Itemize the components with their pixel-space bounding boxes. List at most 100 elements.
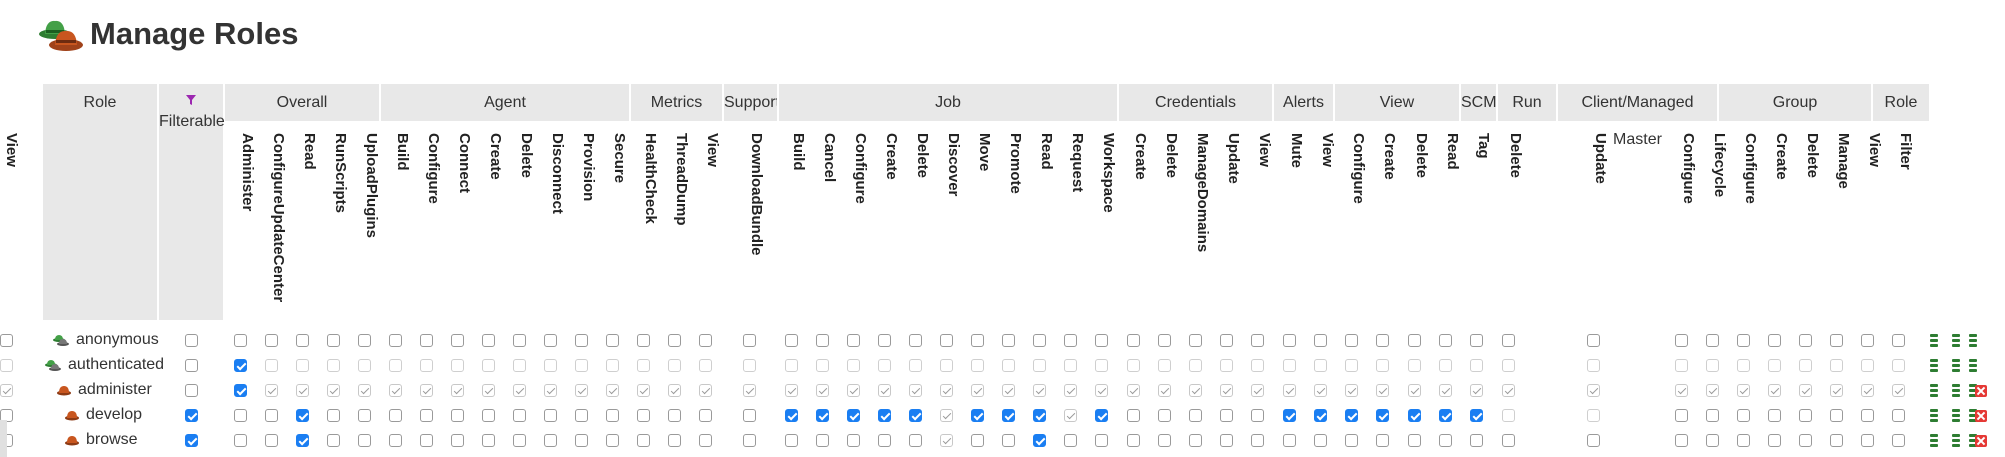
permission-checkbox[interactable]: [847, 434, 860, 447]
permission-checkbox[interactable]: [1675, 359, 1688, 372]
permission-checkbox[interactable]: [668, 409, 681, 422]
permission-checkbox[interactable]: [575, 384, 588, 397]
permission-checkbox[interactable]: [265, 334, 278, 347]
permission-checkbox[interactable]: [513, 434, 526, 447]
permission-checkbox[interactable]: [1502, 334, 1515, 347]
permission-checkbox[interactable]: [1345, 359, 1358, 372]
permission-checkbox[interactable]: [389, 359, 402, 372]
permission-checkbox[interactable]: [1189, 384, 1202, 397]
permission-checkbox[interactable]: [1095, 384, 1108, 397]
permission-checkbox[interactable]: [1587, 434, 1600, 447]
delete-role-icon[interactable]: [1975, 410, 1987, 422]
permission-checkbox[interactable]: [1675, 434, 1688, 447]
permission-checkbox[interactable]: [1892, 434, 1905, 447]
permission-checkbox[interactable]: [575, 409, 588, 422]
permission-checkbox[interactable]: [1314, 409, 1327, 422]
permission-checkbox[interactable]: [1220, 384, 1233, 397]
permission-checkbox[interactable]: [816, 359, 829, 372]
permission-checkbox[interactable]: [940, 334, 953, 347]
permission-checkbox[interactable]: [847, 334, 860, 347]
permission-checkbox[interactable]: [1251, 334, 1264, 347]
permission-checkbox[interactable]: [637, 384, 650, 397]
permission-checkbox[interactable]: [1002, 409, 1015, 422]
permission-checkbox[interactable]: [909, 359, 922, 372]
permission-checkbox[interactable]: [1861, 334, 1874, 347]
permission-checkbox[interactable]: [743, 334, 756, 347]
permission-checkbox[interactable]: [544, 409, 557, 422]
permission-checkbox[interactable]: [940, 359, 953, 372]
permission-checkbox[interactable]: [1408, 359, 1421, 372]
permission-checkbox[interactable]: [358, 334, 371, 347]
permission-checkbox[interactable]: [1408, 409, 1421, 422]
permission-checkbox[interactable]: [1470, 359, 1483, 372]
permission-checkbox[interactable]: [1892, 384, 1905, 397]
permission-checkbox[interactable]: [1033, 384, 1046, 397]
permission-checkbox[interactable]: [1158, 359, 1171, 372]
permission-checkbox[interactable]: [1768, 434, 1781, 447]
filterable-checkbox-develop[interactable]: [185, 409, 198, 422]
permission-checkbox[interactable]: [544, 359, 557, 372]
filterable-checkbox-anonymous[interactable]: [185, 334, 198, 347]
permission-checkbox[interactable]: [1095, 359, 1108, 372]
permission-checkbox[interactable]: [296, 409, 309, 422]
permission-checkbox[interactable]: [451, 334, 464, 347]
permission-checkbox[interactable]: [1470, 409, 1483, 422]
permission-checkbox[interactable]: [606, 409, 619, 422]
permission-checkbox[interactable]: [1158, 384, 1171, 397]
permission-checkbox[interactable]: [1768, 384, 1781, 397]
permission-checkbox[interactable]: [1768, 409, 1781, 422]
permission-checkbox[interactable]: [1314, 359, 1327, 372]
permission-checkbox[interactable]: [451, 384, 464, 397]
permission-checkbox[interactable]: [1737, 359, 1750, 372]
permission-checkbox[interactable]: [785, 409, 798, 422]
permission-checkbox[interactable]: [1002, 359, 1015, 372]
permission-checkbox[interactable]: [234, 359, 247, 372]
permission-checkbox[interactable]: [451, 409, 464, 422]
select-implied-icon[interactable]: [1969, 434, 1977, 447]
permission-checkbox[interactable]: [1706, 409, 1719, 422]
permission-checkbox[interactable]: [296, 384, 309, 397]
permission-checkbox[interactable]: [1158, 334, 1171, 347]
permission-checkbox[interactable]: [1127, 434, 1140, 447]
permission-checkbox[interactable]: [1706, 434, 1719, 447]
permission-checkbox[interactable]: [482, 384, 495, 397]
permission-checkbox[interactable]: [1033, 409, 1046, 422]
permission-checkbox[interactable]: [1220, 434, 1233, 447]
permission-checkbox[interactable]: [847, 359, 860, 372]
permission-checkbox[interactable]: [699, 409, 712, 422]
permission-checkbox[interactable]: [606, 384, 619, 397]
permission-checkbox[interactable]: [389, 334, 402, 347]
permission-checkbox[interactable]: [265, 384, 278, 397]
permission-checkbox[interactable]: [327, 409, 340, 422]
permission-checkbox[interactable]: [1189, 409, 1202, 422]
permission-checkbox[interactable]: [1064, 434, 1077, 447]
permission-checkbox[interactable]: [909, 434, 922, 447]
permission-checkbox[interactable]: [1127, 334, 1140, 347]
permission-checkbox[interactable]: [575, 359, 588, 372]
permission-checkbox[interactable]: [1502, 359, 1515, 372]
permission-checkbox[interactable]: [389, 384, 402, 397]
permission-checkbox[interactable]: [544, 384, 557, 397]
permission-checkbox[interactable]: [668, 334, 681, 347]
permission-checkbox[interactable]: [743, 359, 756, 372]
permission-checkbox[interactable]: [1220, 409, 1233, 422]
permission-checkbox[interactable]: [878, 434, 891, 447]
permission-checkbox[interactable]: [1861, 359, 1874, 372]
select-all-icon[interactable]: [1930, 384, 1938, 397]
permission-checkbox[interactable]: [1314, 384, 1327, 397]
select-implied-icon[interactable]: [1969, 409, 1977, 422]
permission-checkbox[interactable]: [1502, 409, 1515, 422]
permission-checkbox[interactable]: [513, 334, 526, 347]
permission-checkbox[interactable]: [1095, 434, 1108, 447]
permission-checkbox[interactable]: [1408, 334, 1421, 347]
permission-checkbox[interactable]: [699, 384, 712, 397]
permission-checkbox[interactable]: [327, 384, 340, 397]
permission-checkbox[interactable]: [971, 434, 984, 447]
permission-checkbox[interactable]: [1376, 334, 1389, 347]
filterable-checkbox-authenticated[interactable]: [185, 359, 198, 372]
permission-checkbox[interactable]: [743, 434, 756, 447]
permission-checkbox[interactable]: [1799, 409, 1812, 422]
permission-checkbox[interactable]: [1768, 359, 1781, 372]
permission-checkbox[interactable]: [1439, 334, 1452, 347]
permission-checkbox[interactable]: [1587, 334, 1600, 347]
